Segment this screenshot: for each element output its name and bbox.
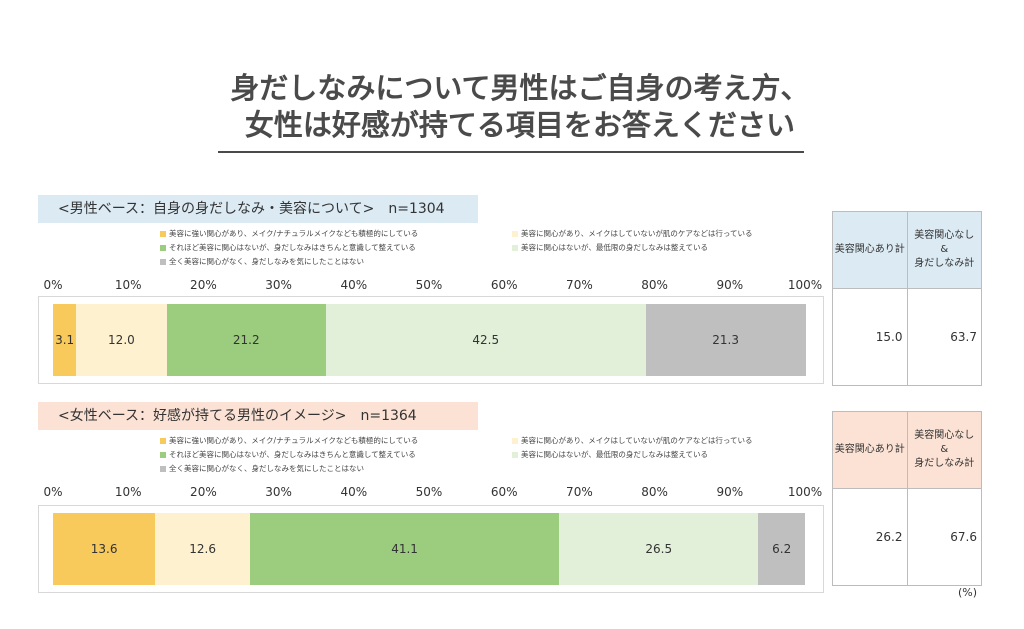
bar-segment: 13.6 — [53, 513, 156, 585]
legend-swatch — [160, 230, 166, 237]
legend-item: それほど美容に関心はないが、身だしなみはきちんと意識して整えている — [160, 450, 416, 460]
section-header: <女性ベース：好感が持てる男性のイメージ> n=1364 — [38, 402, 478, 430]
summary-header-row: 美容関心あり計 美容関心なし & 身だしなみ計 — [833, 412, 981, 489]
axis-tick-label: 70% — [566, 485, 593, 499]
bar-segment: 21.2 — [166, 304, 326, 376]
axis-tick-label: 100% — [787, 278, 823, 292]
legend-item: 美容に強い関心があり、メイク/ナチュラルメイクなども積極的にしている — [160, 229, 418, 239]
data-label: 42.5 — [472, 333, 500, 347]
legend-swatch — [160, 437, 166, 444]
data-label: 26.5 — [645, 542, 673, 556]
legend-item: 美容に関心があり、メイクはしていないが肌のケアなどは行っている — [512, 229, 752, 239]
bar-segment: 41.1 — [250, 513, 560, 585]
legend-swatch — [512, 451, 518, 458]
axis-tick-label: 30% — [265, 278, 292, 292]
stacked-bar: 3.1 12.0 21.2 42.5 21.3 — [53, 304, 806, 376]
summary-header-cell: 美容関心あり計 — [834, 244, 905, 255]
legend-item: 美容に関心はないが、最低限の身だしなみは整えている — [512, 450, 708, 460]
axis-tick-label: 40% — [340, 485, 368, 499]
legend-swatch — [512, 437, 518, 444]
title-line-2: 女性は好感が持てる項目をお答えください — [244, 108, 796, 142]
legend-swatch — [512, 230, 518, 237]
summary-value-row: 26.2 67.6 — [833, 489, 981, 585]
legend-item: 美容に関心はないが、最低限の身だしなみは整えている — [512, 243, 708, 253]
chart-title: 身だしなみについて男性はご自身の考え方、 女性は好感が持てる項目をお答えください — [200, 70, 840, 144]
legend-swatch — [160, 244, 166, 251]
axis-tick-label: 80% — [641, 278, 668, 292]
legend-label: 美容に関心があり、メイクはしていないが肌のケアなどは行っている — [521, 229, 753, 238]
data-label: 13.6 — [90, 542, 118, 556]
summary-value-row: 15.0 63.7 — [833, 289, 981, 385]
axis-tick-label: 0% — [43, 485, 63, 499]
legend-swatch — [512, 244, 518, 251]
axis-tick-label: 70% — [566, 278, 593, 292]
bar-segment: 26.5 — [559, 513, 759, 585]
legend-label: 美容に関心があり、メイクはしていないが肌のケアなどは行っている — [521, 436, 753, 445]
bar-segment: 12.6 — [155, 513, 251, 585]
data-label: 21.3 — [712, 333, 739, 347]
axis-tick-label: 50% — [415, 485, 443, 499]
legend-label: 全く美容に関心がなく、身だしなみを気にしたことはない — [169, 464, 364, 473]
legend-item: 美容に関心があり、メイクはしていないが肌のケアなどは行っている — [512, 436, 752, 446]
data-label: 41.1 — [391, 542, 418, 556]
axis-tick-label: 20% — [190, 278, 217, 292]
bar-segment: 42.5 — [325, 304, 646, 376]
axis-tick-label: 20% — [190, 485, 217, 499]
summary-table: 美容関心あり計 美容関心なし & 身だしなみ計 15.0 63.7 — [832, 211, 982, 386]
data-label: 12.6 — [189, 542, 216, 556]
axis-tick-label: 80% — [641, 485, 668, 499]
summary-value-cell: 15.0 — [875, 330, 903, 344]
axis-tick-label: 10% — [114, 278, 142, 292]
summary-table: 美容関心あり計 美容関心なし & 身だしなみ計 26.2 67.6 — [832, 411, 982, 586]
legend-label: 全く美容に関心がなく、身だしなみを気にしたことはない — [169, 257, 364, 266]
data-label: 6.2 — [772, 542, 792, 556]
axis-tick-label: 90% — [716, 485, 744, 499]
summary-value-cell: 63.7 — [906, 289, 982, 385]
bar-segment: 6.2 — [758, 513, 805, 585]
legend-label: 美容に関心はないが、最低限の身だしなみは整えている — [521, 450, 708, 459]
bar-segment: 21.3 — [645, 304, 806, 376]
axis-tick-label: 30% — [265, 485, 292, 499]
legend-swatch — [160, 465, 166, 472]
summary-header-cell: 美容関心なし & 身だしなみ計 — [906, 212, 982, 288]
section-header: <男性ベース：自身の身だしなみ・美容について> n=1304 — [38, 195, 478, 223]
axis-tick-label: 10% — [114, 485, 142, 499]
summary-header-row: 美容関心あり計 美容関心なし & 身だしなみ計 — [833, 212, 981, 289]
legend-item: 美容に強い関心があり、メイク/ナチュラルメイクなども積極的にしている — [160, 436, 418, 446]
bar-segment: 3.1 — [53, 304, 77, 376]
summary-header-cell: 美容関心なし & 身だしなみ計 — [906, 412, 982, 488]
axis-tick-label: 60% — [490, 485, 518, 499]
stacked-bar: 13.6 12.6 41.1 26.5 6.2 — [53, 513, 805, 585]
legend-label: それほど美容に関心はないが、身だしなみはきちんと意識して整えている — [169, 243, 416, 252]
axis-tick-label: 40% — [340, 278, 368, 292]
axis-tick-label: 100% — [787, 485, 823, 499]
data-label: 21.2 — [232, 333, 260, 347]
axis-tick-label: 60% — [490, 278, 518, 292]
axis-tick-label: 90% — [716, 278, 744, 292]
legend-label: 美容に関心はないが、最低限の身だしなみは整えている — [521, 243, 708, 252]
legend-swatch — [160, 258, 166, 265]
summary-value-cell: 26.2 — [875, 530, 903, 544]
axis-tick-label: 50% — [415, 278, 443, 292]
bar-segment: 12.0 — [76, 304, 167, 376]
summary-header-cell: 美容関心あり計 — [834, 444, 905, 455]
unit-label: (%) — [958, 586, 978, 599]
summary-value-cell: 67.6 — [906, 489, 982, 585]
legend-item: 全く美容に関心がなく、身だしなみを気にしたことはない — [160, 257, 364, 267]
legend-item: それほど美容に関心はないが、身だしなみはきちんと意識して整えている — [160, 243, 416, 253]
legend-label: 美容に強い関心があり、メイク/ナチュラルメイクなども積極的にしている — [169, 229, 419, 238]
axis-tick-label: 0% — [43, 278, 63, 292]
legend-swatch — [160, 451, 166, 458]
title-underline — [218, 151, 804, 153]
data-label: 12.0 — [108, 333, 135, 347]
legend-label: 美容に強い関心があり、メイク/ナチュラルメイクなども積極的にしている — [169, 436, 419, 445]
legend-item: 全く美容に関心がなく、身だしなみを気にしたことはない — [160, 464, 364, 474]
legend-label: それほど美容に関心はないが、身だしなみはきちんと意識して整えている — [169, 450, 416, 459]
data-label: 3.1 — [55, 333, 75, 347]
title-line-1: 身だしなみについて男性はご自身の考え方、 — [230, 71, 810, 105]
